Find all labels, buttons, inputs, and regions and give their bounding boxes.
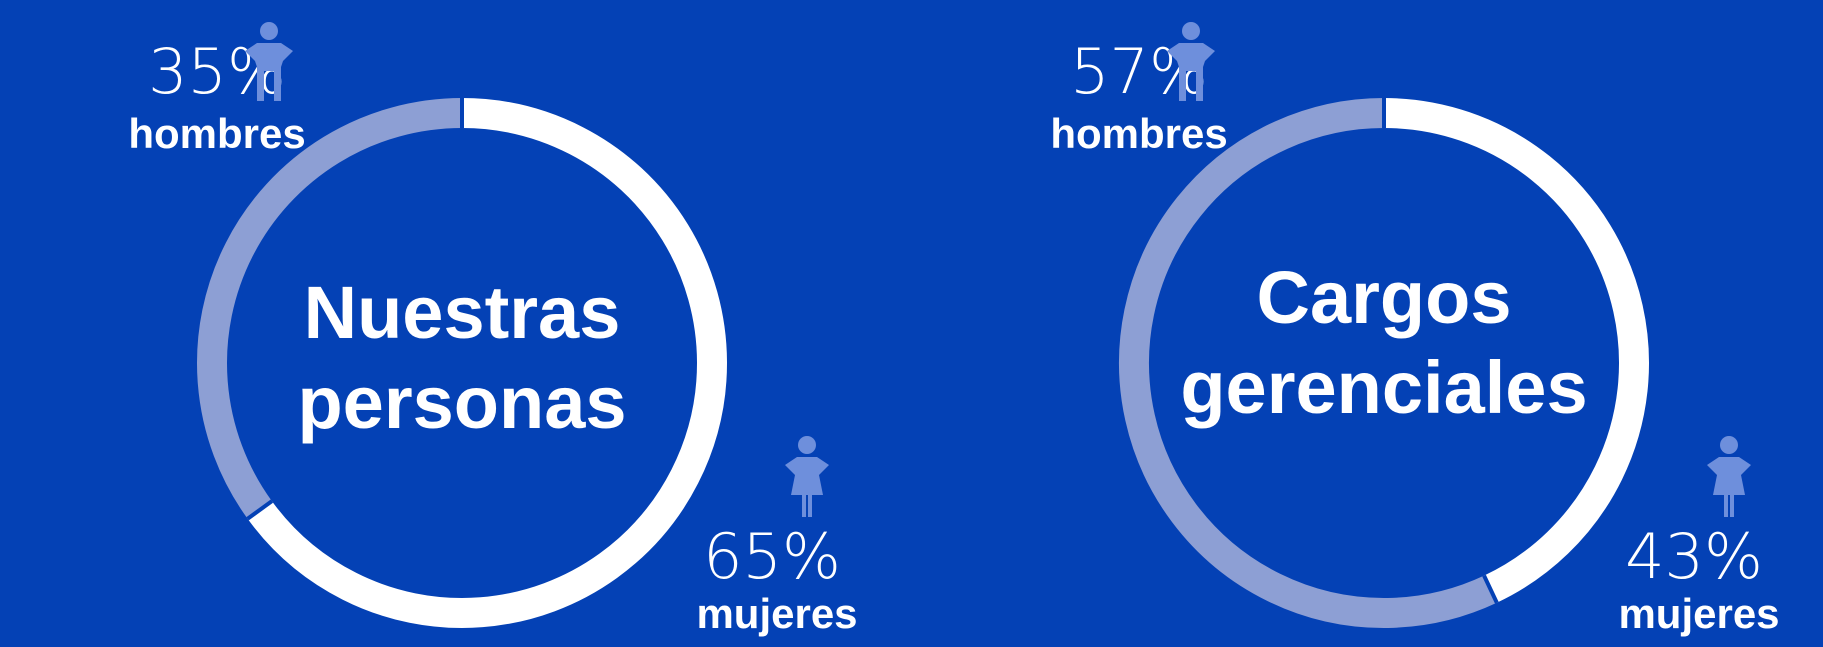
category-label: mujeres bbox=[696, 590, 857, 637]
donut-segment bbox=[197, 98, 463, 519]
chart-title: Nuestras personas bbox=[297, 271, 627, 444]
man-icon bbox=[1167, 22, 1215, 101]
donut-segment bbox=[247, 98, 727, 628]
icon-head bbox=[1720, 436, 1738, 454]
value-label: 65% bbox=[703, 520, 841, 593]
icon-head bbox=[1182, 22, 1200, 40]
segment-divider bbox=[1482, 574, 1499, 604]
icon-head bbox=[798, 436, 816, 454]
segment-divider bbox=[246, 499, 274, 521]
value-label: 43% bbox=[1625, 520, 1763, 593]
category-label: hombres bbox=[1050, 110, 1227, 157]
woman-icon bbox=[785, 436, 829, 517]
icon-body bbox=[1707, 457, 1751, 517]
icon-body bbox=[785, 457, 829, 517]
icon-body bbox=[245, 43, 293, 101]
man-icon bbox=[245, 22, 293, 101]
icon-head bbox=[260, 22, 278, 40]
donut-segment bbox=[1119, 98, 1497, 628]
chart-title: Cargos gerenciales bbox=[1180, 256, 1588, 429]
category-label: mujeres bbox=[1618, 590, 1779, 637]
donut-segment bbox=[1383, 98, 1649, 603]
woman-icon bbox=[1707, 436, 1751, 517]
category-label: hombres bbox=[128, 110, 305, 157]
icon-body bbox=[1167, 43, 1215, 101]
